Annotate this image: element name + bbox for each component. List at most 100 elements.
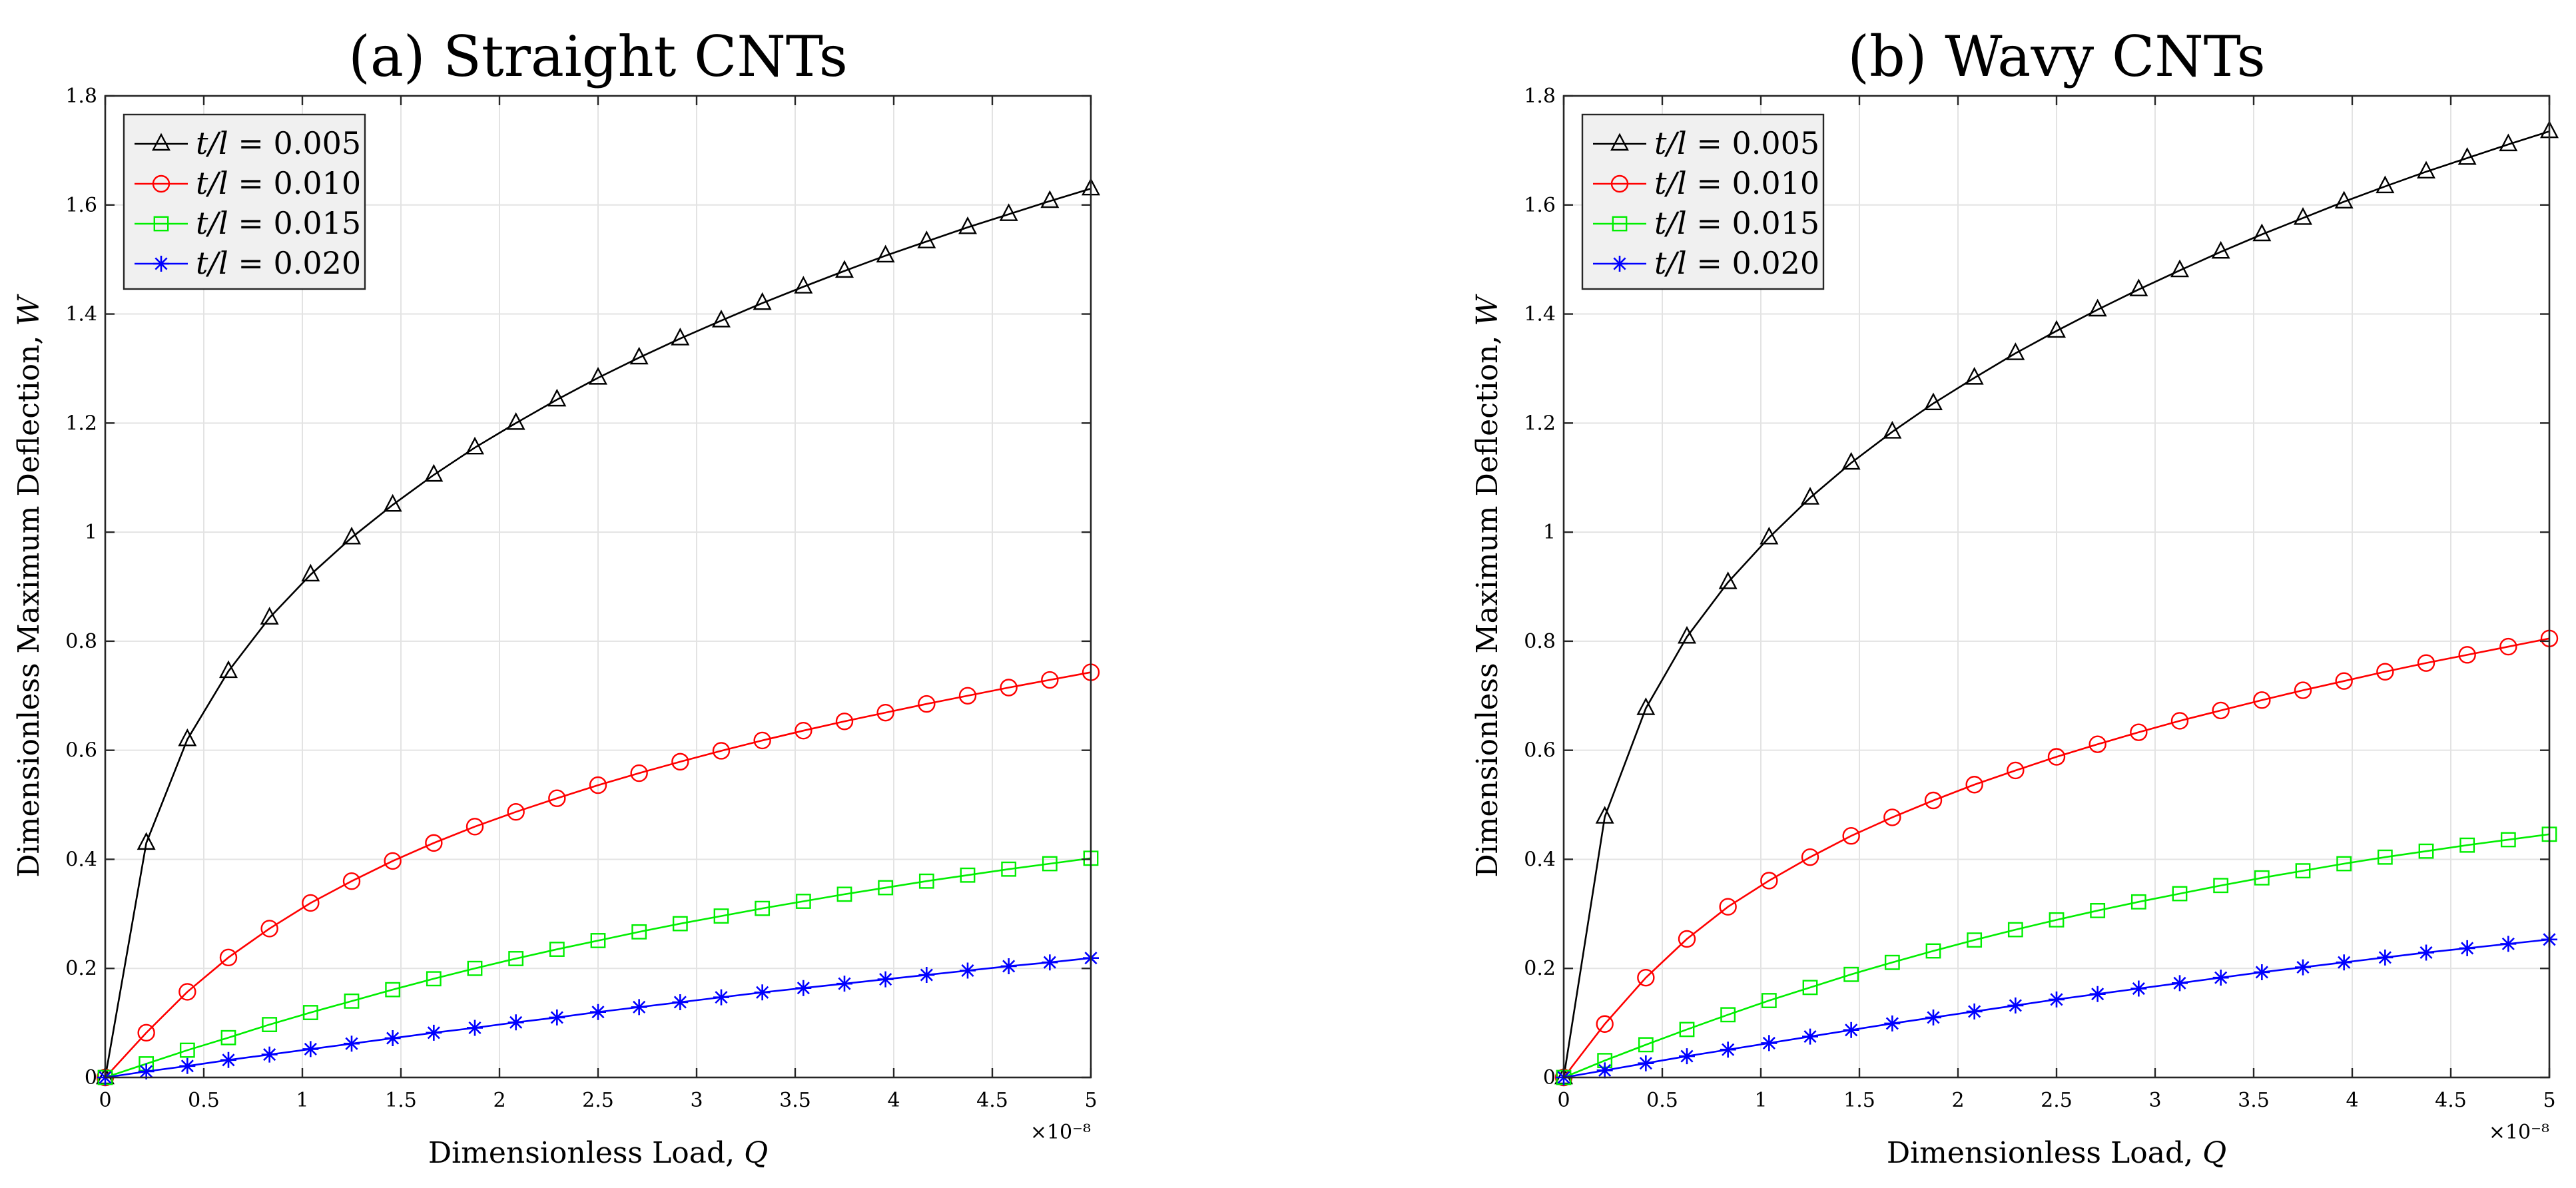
data-point [631,924,647,940]
y-tick-label: 0.8 [65,630,97,653]
data-point [219,948,238,967]
data-point [2047,320,2066,338]
data-point [2334,190,2354,209]
data-point [2088,298,2107,317]
chart-panel-b: 0 0.5 1 1.5 2 2.5 3 3.5 4 4.5 5 0 0.2 0.4 0.6 0.8 1 1.2 1.… [1470,24,2559,1170]
data-point [1925,943,1941,959]
data-point [2213,878,2229,894]
data-point [753,731,771,750]
data-point [713,908,729,924]
data-point [1638,1055,1654,1071]
data-point [958,687,977,705]
legend-item-t-l-0-015: t/l = 0.015 [135,205,361,241]
data-point [2212,970,2229,986]
data-point [2089,986,2106,1002]
data-point [383,493,402,512]
data-point [1637,968,1655,987]
data-point [876,244,895,263]
data-point [878,880,894,896]
data-point [1802,980,1818,996]
data-point [2457,147,2477,165]
x-tick-label: 2 [493,1089,505,1112]
x-tick-label: 0 [1557,1089,1570,1112]
data-point [1761,993,1777,1008]
data-point [2130,894,2146,910]
y-tick-label: 0.6 [65,739,97,762]
data-point [2211,240,2230,259]
y-tick-label: 0.4 [65,848,97,871]
x-tick-label: 5 [2543,1089,2555,1112]
data-point [2336,954,2352,971]
data-point [1042,954,1058,971]
data-point [2170,712,2189,730]
legend-marker [1610,174,1629,193]
ticks: 0 0.5 1 1.5 2 2.5 3 3.5 4 4.5 5 0 0.2 0.4 0.6 0.8 1 1.2 1.… [1524,85,2555,1112]
data-point [137,1024,155,1042]
data-point [795,980,812,996]
data-point [630,764,648,782]
legend-marker [1612,216,1628,232]
series-line [1562,637,2550,1078]
x-tick-label: 2.5 [582,1089,614,1112]
data-point [1000,958,1017,974]
data-point [712,310,731,328]
data-point [2500,832,2516,848]
data-point [1720,1007,1736,1023]
x-tick-label: 4 [2346,1089,2358,1112]
data-point [424,463,444,482]
data-point [2007,922,2023,938]
data-point [549,942,565,957]
data-point [1000,679,1018,697]
data-point [1636,697,1656,715]
data-point [958,216,977,234]
y-tick-label: 0 [85,1066,97,1089]
data-point [795,721,812,740]
data-point [1040,190,1060,208]
series-line [105,857,1092,1079]
x-tick-label: 3.5 [779,1089,811,1112]
data-point [631,999,647,1016]
data-point [1678,625,1696,644]
data-point [1042,856,1058,872]
data-point [672,994,689,1010]
data-point [1760,872,1778,890]
data-point [1965,776,1983,794]
data-point [672,916,688,932]
data-point [1925,1009,1941,1026]
data-point [2377,949,2394,966]
data-point [2049,912,2065,928]
data-point [2377,849,2393,865]
legend-marker [1612,256,1628,272]
ticks: 0 0.5 1 1.5 2 2.5 3 3.5 4 4.5 5 0 0.2 0.4 0.6 0.8 1 1.2 1.… [65,85,1097,1112]
data-point [179,1057,196,1074]
x-tick-label: 1 [296,1089,308,1112]
data-point [179,1042,195,1058]
data-point [2007,761,2025,780]
data-point [1679,1022,1695,1038]
data-point [1965,366,1984,385]
y-tick-label: 1 [85,521,97,544]
data-point [384,1030,401,1047]
data-point [2129,278,2148,296]
y-tick-label: 0.2 [65,957,97,980]
data-point [2418,944,2434,961]
data-point [876,703,894,722]
legend: t/l = 0.005 t/l = 0.010 t/l = 0.015 t/l = 0… [1581,113,1825,290]
data-point [960,867,976,883]
data-point [1595,806,1614,824]
data-point [220,1030,236,1045]
series-t-l-0-005 [96,177,1100,1085]
data-point [1924,791,1943,810]
data-point [302,1041,319,1057]
data-point [426,1024,442,1041]
legend-item-t-l-0-020: t/l = 0.020 [1593,245,1819,281]
data-point [2459,837,2475,853]
data-point [220,1051,236,1068]
data-point [999,203,1018,221]
data-point [1638,1037,1654,1053]
data-point [549,1009,565,1026]
x-tick-label: 3 [690,1089,703,1112]
data-point [795,894,811,909]
data-point [342,526,361,545]
y-tick-label: 1.2 [1524,412,1556,435]
